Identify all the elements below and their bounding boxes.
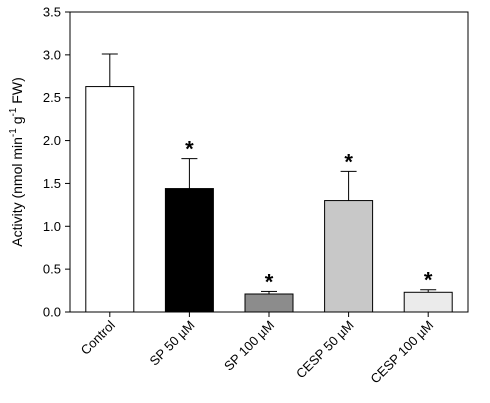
y-tick-label: 2.0 <box>43 133 61 148</box>
bar <box>85 86 135 313</box>
y-tick-label: 2.5 <box>43 90 61 105</box>
y-axis-label-text: FW) <box>9 77 25 107</box>
y-axis-label: Activity (nmol min-1 g-1 FW) <box>8 77 25 247</box>
bar <box>403 291 453 313</box>
y-tick-label: 3.5 <box>43 5 61 20</box>
y-axis-label-text: g <box>9 116 25 128</box>
category-label: CESP 100 µM <box>367 318 436 387</box>
chart-bars <box>85 53 453 313</box>
category-label: SP 100 µM <box>221 318 277 374</box>
y-tick-label: 0.5 <box>43 262 61 277</box>
y-axis-label-superscript: -1 <box>8 107 19 116</box>
bar <box>324 200 374 313</box>
category-label: CESP 50 µM <box>293 318 357 382</box>
bar <box>164 188 214 313</box>
significance-marker: * <box>185 137 194 162</box>
category-label: SP 50 µM <box>147 318 198 369</box>
significance-marker: * <box>265 269 274 294</box>
y-tick-label: 0.0 <box>43 305 61 320</box>
y-tick-label: 3.0 <box>43 47 61 62</box>
category-label: Control <box>78 317 118 357</box>
y-axis-label-superscript: -1 <box>8 128 19 137</box>
bar <box>244 293 294 313</box>
chart-labels: 0.0 0.5 1.0 1.5 2.0 2.5 3.0 3.5 Control * SP 50 µM… <box>8 5 436 387</box>
y-tick-label: 1.5 <box>43 176 61 191</box>
significance-marker: * <box>424 268 433 293</box>
y-tick-label: 1.0 <box>43 219 61 234</box>
significance-marker: * <box>344 149 353 174</box>
y-axis-label-text: Activity (nmol min <box>9 137 25 247</box>
